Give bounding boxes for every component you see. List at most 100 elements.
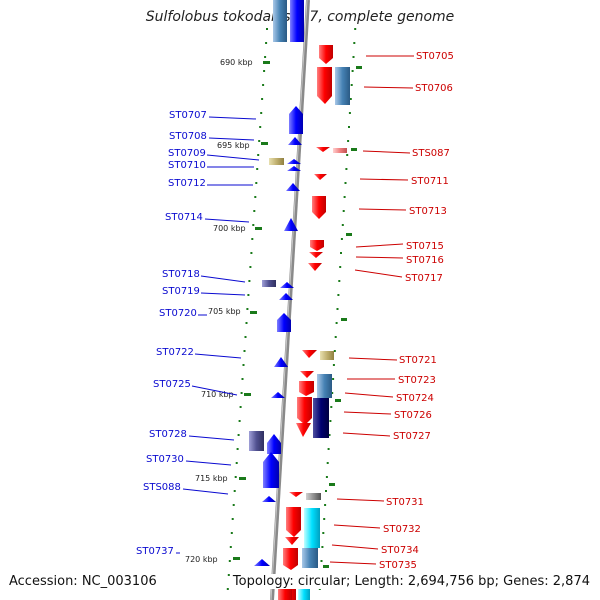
gene-ST0718[interactable] — [280, 282, 294, 288]
kbp-label-710: 710 kbp — [201, 390, 234, 399]
label-ST0713[interactable]: ST0713 — [358, 206, 447, 217]
gene-ST0714[interactable] — [284, 218, 298, 231]
kbp-label-720: 720 kbp — [185, 555, 218, 564]
gene-ST0726[interactable] — [297, 397, 312, 425]
label-ST0714[interactable]: ST0714 — [165, 212, 250, 223]
feature-grey-ST0718 — [262, 280, 276, 287]
label-ST0721[interactable]: ST0721 — [348, 355, 437, 366]
gene-ST0712[interactable] — [286, 183, 300, 191]
scale-dot — [330, 406, 333, 408]
label-ST0718[interactable]: ST0718 — [162, 269, 246, 283]
gene-ST0723[interactable] — [300, 371, 314, 378]
gene-STS088[interactable] — [262, 496, 276, 502]
gene-ST0716[interactable] — [309, 252, 323, 258]
gene-ST0715[interactable] — [310, 240, 324, 251]
feature-steel-ST0706 — [335, 67, 350, 105]
gene-ST0719[interactable] — [279, 293, 293, 300]
label-ST0716[interactable]: ST0716 — [355, 255, 444, 266]
gene-ST0708[interactable] — [288, 137, 302, 145]
gene-ST0707[interactable] — [289, 106, 303, 134]
top-feature-blue — [290, 0, 304, 42]
scale-dot — [320, 560, 323, 562]
label-ST0727[interactable]: ST0727 — [342, 431, 431, 442]
label-ST0720[interactable]: ST0720 — [159, 308, 207, 319]
scale-dot — [244, 336, 247, 338]
gene-ST0709[interactable] — [287, 159, 301, 164]
label-ST0722[interactable]: ST0722 — [156, 347, 242, 359]
label-ST0735-text: ST0735 — [379, 560, 417, 571]
gene-ST0705[interactable] — [319, 45, 333, 64]
label-ST0734-text: ST0734 — [381, 545, 419, 556]
scale-dot — [247, 294, 250, 296]
gene-ST0727[interactable] — [296, 423, 311, 437]
label-ST0723[interactable]: ST0723 — [347, 375, 436, 386]
genome-stats-text: Topology: circular; Length: 2,694,756 bp… — [230, 574, 590, 589]
label-ST0714-text: ST0714 — [165, 212, 203, 223]
gene-ST0710[interactable] — [287, 166, 301, 171]
gene-ST0732[interactable] — [286, 507, 301, 537]
label-ST0712[interactable]: ST0712 — [168, 178, 253, 189]
scale-dot — [248, 280, 251, 282]
label-ST0728[interactable]: ST0728 — [149, 429, 235, 441]
label-ST0724[interactable]: ST0724 — [344, 392, 434, 404]
label-ST0709[interactable]: ST0709 — [168, 148, 260, 161]
feature-navy-ST0726 — [313, 398, 329, 438]
feature-khaki-ST0709 — [269, 158, 284, 165]
scale-dot — [243, 350, 246, 352]
label-ST0735[interactable]: ST0735 — [329, 560, 417, 571]
label-ST0737[interactable]: ST0737 — [136, 546, 180, 557]
gene-ST0725[interactable] — [271, 392, 285, 398]
label-ST0710-text: ST0710 — [168, 160, 206, 171]
label-ST0731[interactable]: ST0731 — [336, 497, 424, 508]
label-ST0708[interactable]: ST0708 — [169, 131, 255, 142]
scale-dot — [232, 504, 235, 506]
gene-ST0734[interactable] — [285, 537, 299, 545]
scale-dot — [237, 434, 240, 436]
label-ST0706[interactable]: ST0706 — [363, 83, 453, 94]
label-ST0719[interactable]: ST0719 — [162, 286, 246, 297]
scale-dot — [350, 84, 353, 86]
label-ST0734[interactable]: ST0734 — [331, 544, 419, 556]
label-ST0717[interactable]: ST0717 — [354, 269, 443, 284]
gene-ST0720[interactable] — [277, 313, 291, 332]
gene-ST0724[interactable] — [299, 381, 314, 396]
gene-ST0731[interactable] — [289, 492, 303, 497]
kbp-label-715: 715 kbp — [195, 474, 228, 483]
gene-ST0722[interactable] — [274, 357, 288, 367]
label-ST0732-text: ST0732 — [383, 524, 421, 535]
gene-ST0728[interactable] — [267, 434, 281, 454]
scale-dot — [250, 252, 253, 254]
label-ST0707-text: ST0707 — [169, 110, 207, 121]
label-ST0710[interactable]: ST0710 — [168, 160, 254, 171]
label-ST0715[interactable]: ST0715 — [355, 241, 444, 252]
scale-dot — [255, 182, 258, 184]
label-ST0725[interactable]: ST0725 — [153, 379, 238, 396]
label-ST0705[interactable]: ST0705 — [366, 51, 454, 62]
gene-ST0737[interactable] — [254, 559, 270, 566]
gene-ST0735[interactable] — [283, 548, 298, 570]
scale-dot — [336, 308, 339, 310]
scale-dot — [262, 84, 265, 86]
label-ST0707[interactable]: ST0707 — [169, 110, 257, 121]
label-STS087[interactable]: STS087 — [362, 148, 450, 159]
scale-dot — [235, 462, 238, 464]
gene-ST0730[interactable] — [263, 452, 279, 488]
gene-STS087[interactable] — [316, 147, 330, 152]
scale-dot — [349, 98, 352, 100]
scale-dot — [263, 70, 266, 72]
label-STS088-text: STS088 — [143, 482, 181, 493]
top-feature-steel — [273, 0, 287, 42]
scale-dot — [335, 322, 338, 324]
label-ST0732[interactable]: ST0732 — [333, 524, 421, 535]
gene-ST0721[interactable] — [302, 350, 317, 358]
gene-ST0713[interactable] — [312, 196, 326, 219]
gene-ST0717[interactable] — [308, 263, 322, 271]
label-ST0730[interactable]: ST0730 — [146, 454, 232, 466]
label-ST0726[interactable]: ST0726 — [343, 410, 432, 421]
gene-ST0706[interactable] — [317, 67, 332, 104]
label-ST0711[interactable]: ST0711 — [359, 176, 449, 187]
scale-dot — [229, 546, 232, 548]
label-ST0728-text: ST0728 — [149, 429, 187, 440]
gene-ST0711[interactable] — [314, 174, 327, 180]
label-STS088[interactable]: STS088 — [143, 482, 229, 495]
